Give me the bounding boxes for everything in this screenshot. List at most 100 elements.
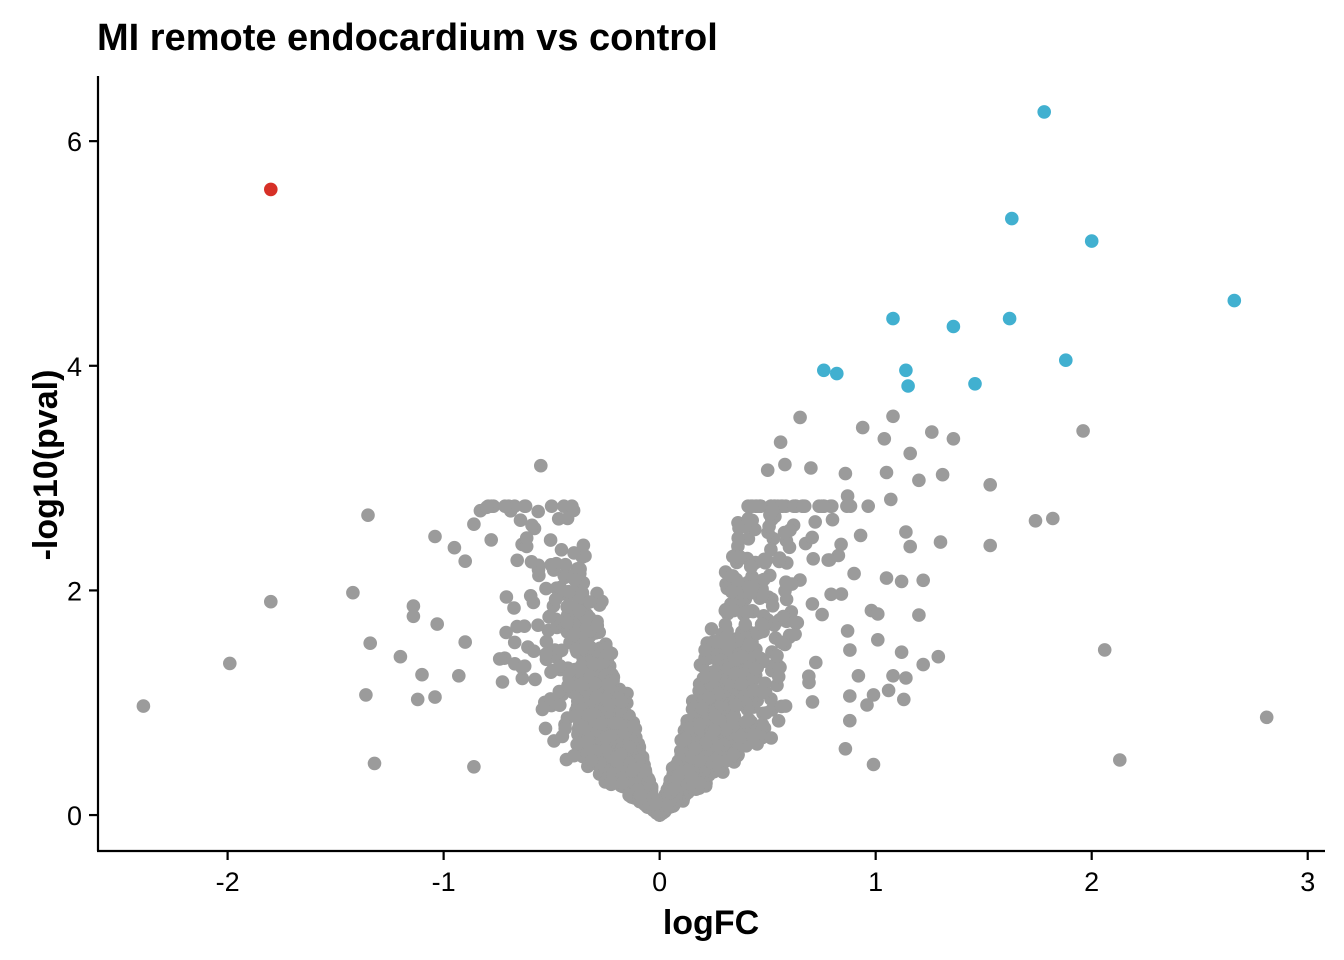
data-point-ns xyxy=(765,599,780,613)
data-point-ns xyxy=(840,624,855,638)
data-point-ns xyxy=(615,776,630,790)
data-point-ns xyxy=(759,552,774,567)
data-point-ns xyxy=(602,647,616,661)
data-point-ns xyxy=(638,763,652,777)
data-point-ns xyxy=(756,685,770,700)
data-point-ns xyxy=(903,446,917,461)
data-point-ns xyxy=(759,706,773,720)
data-point-ns xyxy=(777,525,792,540)
data-point-ns xyxy=(802,675,816,690)
data-point-ns xyxy=(601,677,616,692)
data-point-ns xyxy=(787,615,802,629)
data-point-ns xyxy=(572,678,587,692)
data-point-ns xyxy=(728,666,742,681)
data-point-ns xyxy=(899,671,913,685)
data-point-ns xyxy=(724,585,739,599)
data-point-ns xyxy=(718,722,733,737)
data-point-ns xyxy=(760,463,775,478)
data-point-ns xyxy=(518,499,533,513)
data-point-ns xyxy=(554,643,569,658)
data-point-ns xyxy=(615,695,629,709)
data-point-ns xyxy=(622,740,637,754)
data-point-ns xyxy=(551,512,566,526)
data-point-ns xyxy=(847,566,861,581)
data-point-up xyxy=(1084,234,1099,248)
data-point-ns xyxy=(866,757,881,772)
data-point-ns xyxy=(567,546,581,560)
points-layer xyxy=(136,105,1274,822)
data-point-ns xyxy=(586,656,600,671)
y-tick-label: 4 xyxy=(67,352,82,382)
data-point-ns xyxy=(1046,511,1060,526)
chart-title: MI remote endocardium vs control xyxy=(97,17,718,59)
data-point-ns xyxy=(771,669,786,684)
data-point-ns xyxy=(772,551,787,565)
data-point-ns xyxy=(886,409,900,424)
data-point-ns xyxy=(527,644,541,658)
data-point-ns xyxy=(693,717,707,732)
data-point-ns xyxy=(785,577,799,591)
data-point-ns xyxy=(693,776,707,791)
data-point-ns xyxy=(840,499,854,513)
data-point-ns xyxy=(834,587,849,601)
data-point-ns xyxy=(507,601,521,615)
data-point-ns xyxy=(788,627,802,642)
data-point-ns xyxy=(633,788,648,802)
data-point-ns xyxy=(754,617,769,632)
data-point-ns xyxy=(1259,710,1274,725)
data-point-ns xyxy=(1076,424,1090,438)
data-point-ns xyxy=(773,435,788,450)
data-point-ns xyxy=(568,573,582,587)
data-point-ns xyxy=(428,690,442,704)
y-axis-title: -log10(pval) xyxy=(27,370,65,561)
x-tick-label: 1 xyxy=(868,867,883,897)
data-point-ns xyxy=(410,692,425,707)
data-point-ns xyxy=(805,597,820,611)
x-tick-label: 0 xyxy=(652,867,667,897)
data-point-ns xyxy=(886,669,900,683)
y-tick-label: 0 xyxy=(67,801,82,831)
data-point-ns xyxy=(733,730,747,744)
data-point-ns xyxy=(805,530,819,545)
data-point-ns xyxy=(815,607,829,622)
data-point-ns xyxy=(805,695,820,709)
data-point-up xyxy=(1059,353,1073,368)
data-point-ns xyxy=(603,698,617,712)
data-point-ns xyxy=(855,420,870,435)
data-point-ns xyxy=(933,535,948,549)
data-point-ns xyxy=(544,499,559,513)
data-point-ns xyxy=(627,762,641,776)
data-point-ns xyxy=(525,518,539,533)
data-point-ns xyxy=(430,617,445,631)
x-tick-label: 2 xyxy=(1084,867,1099,897)
data-point-ns xyxy=(519,531,534,545)
data-point-ns xyxy=(543,533,558,547)
x-tick-label: 3 xyxy=(1300,867,1315,897)
data-point-ns xyxy=(626,719,641,733)
data-point-ns xyxy=(359,688,373,702)
data-point-ns xyxy=(667,782,681,796)
data-point-ns xyxy=(569,642,583,656)
data-point-ns xyxy=(881,683,896,698)
x-tick-label: -2 xyxy=(216,867,240,897)
data-point-ns xyxy=(346,585,360,600)
data-point-ns xyxy=(738,715,753,729)
data-point-ns xyxy=(698,643,712,657)
data-point-ns xyxy=(861,499,875,513)
data-point-ns xyxy=(554,543,569,557)
data-point-ns xyxy=(1097,643,1112,657)
data-point-ns xyxy=(884,492,898,507)
data-point-up xyxy=(946,319,961,334)
data-point-up xyxy=(899,363,913,378)
data-point-ns xyxy=(702,691,716,705)
data-point-ns xyxy=(567,748,581,763)
data-point-ns xyxy=(136,699,151,713)
data-point-ns xyxy=(764,731,778,745)
data-point-up xyxy=(968,377,982,391)
data-point-ns xyxy=(866,688,881,702)
data-point-ns xyxy=(729,698,743,712)
data-point-ns xyxy=(851,669,866,683)
data-point-ns xyxy=(743,559,758,574)
data-point-ns xyxy=(361,508,375,522)
data-point-ns xyxy=(755,717,770,732)
